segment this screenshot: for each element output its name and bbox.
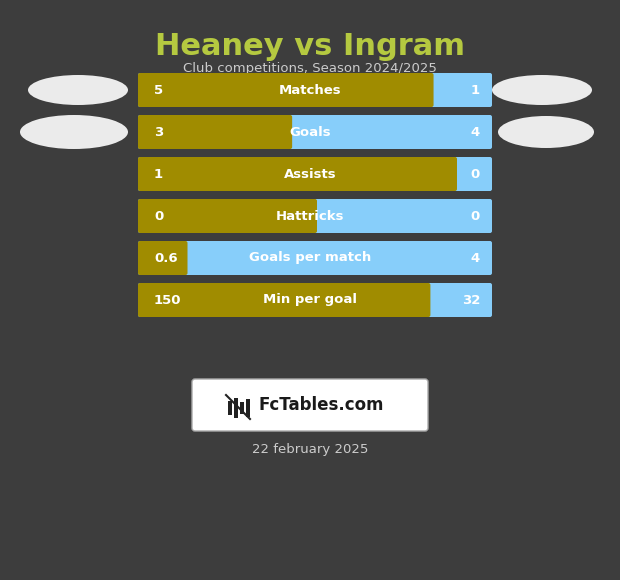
Text: 4: 4: [471, 252, 480, 264]
Ellipse shape: [20, 115, 128, 149]
Text: 150: 150: [154, 293, 182, 306]
FancyBboxPatch shape: [138, 73, 492, 107]
FancyBboxPatch shape: [138, 157, 457, 191]
Text: 1: 1: [154, 168, 163, 180]
FancyBboxPatch shape: [234, 398, 238, 418]
FancyBboxPatch shape: [138, 199, 317, 233]
Text: Goals per match: Goals per match: [249, 252, 371, 264]
Text: 5: 5: [154, 84, 163, 96]
Text: 3: 3: [154, 125, 163, 139]
Text: 0.6: 0.6: [154, 252, 177, 264]
Text: Matches: Matches: [278, 84, 342, 96]
Text: 0: 0: [471, 168, 480, 180]
Ellipse shape: [498, 116, 594, 148]
Ellipse shape: [28, 75, 128, 105]
FancyBboxPatch shape: [138, 73, 433, 107]
FancyBboxPatch shape: [246, 399, 250, 417]
FancyBboxPatch shape: [138, 283, 430, 317]
FancyBboxPatch shape: [228, 401, 232, 415]
FancyBboxPatch shape: [138, 199, 492, 233]
Text: 4: 4: [471, 125, 480, 139]
FancyBboxPatch shape: [138, 241, 492, 275]
Text: Min per goal: Min per goal: [263, 293, 357, 306]
Text: 32: 32: [462, 293, 480, 306]
FancyBboxPatch shape: [138, 115, 292, 149]
Text: FcTables.com: FcTables.com: [258, 396, 384, 414]
FancyBboxPatch shape: [138, 241, 187, 275]
Text: Hattricks: Hattricks: [276, 209, 344, 223]
FancyBboxPatch shape: [138, 283, 492, 317]
Text: 1: 1: [471, 84, 480, 96]
Text: 0: 0: [471, 209, 480, 223]
Text: Assists: Assists: [284, 168, 336, 180]
Text: 22 february 2025: 22 february 2025: [252, 444, 368, 456]
Text: Heaney vs Ingram: Heaney vs Ingram: [155, 32, 465, 61]
FancyBboxPatch shape: [240, 402, 244, 414]
FancyBboxPatch shape: [138, 115, 492, 149]
FancyBboxPatch shape: [138, 157, 492, 191]
Text: 0: 0: [154, 209, 163, 223]
FancyBboxPatch shape: [192, 379, 428, 431]
Ellipse shape: [492, 75, 592, 105]
Text: Club competitions, Season 2024/2025: Club competitions, Season 2024/2025: [183, 62, 437, 75]
Text: Goals: Goals: [289, 125, 331, 139]
